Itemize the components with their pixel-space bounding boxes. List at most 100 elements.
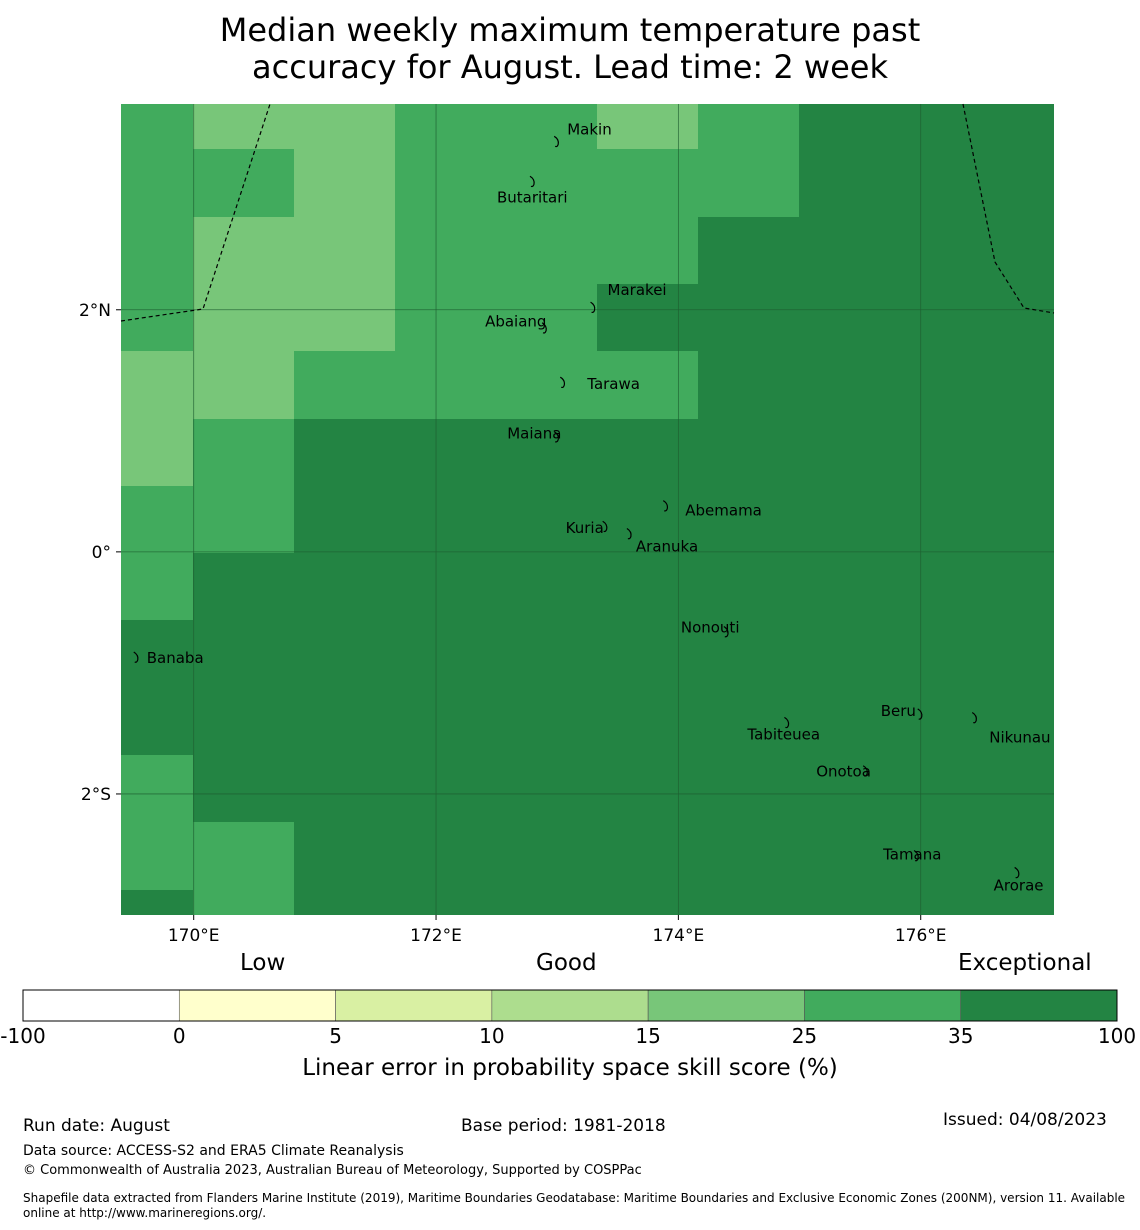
- lat-tick-label: 2°S: [81, 785, 111, 805]
- island-label: Nikunau: [989, 728, 1050, 746]
- grid-cell: [698, 104, 799, 149]
- map-title: Median weekly maximum temperature past a…: [0, 12, 1140, 86]
- grid-cell: [294, 486, 1054, 553]
- colorbar-tick-label: 10: [479, 1024, 505, 1048]
- grid-cell: [193, 419, 294, 486]
- island-label: Butaritari: [497, 188, 568, 206]
- island-outline: [553, 135, 559, 148]
- grid-cell: [121, 822, 193, 890]
- colorbar-segment: [178, 989, 336, 1022]
- island-label: Abaiang: [485, 313, 546, 331]
- grid-cell: [121, 755, 193, 822]
- grid-cell: [193, 553, 1054, 620]
- island-label: Arorae: [994, 876, 1044, 894]
- island-outline: [917, 708, 923, 720]
- grid-cell: [121, 351, 193, 419]
- grid-cell: [193, 620, 1054, 755]
- lat-tick-label: 0°: [92, 543, 111, 563]
- eez-line: [120, 103, 271, 322]
- island-outline: [662, 500, 669, 512]
- island-label: Makin: [567, 120, 612, 138]
- island-outline: [529, 175, 535, 188]
- grid-cell: [121, 284, 193, 351]
- island-outline: [602, 520, 608, 533]
- grid-cell: [294, 890, 1054, 915]
- island-outline: [971, 711, 977, 724]
- colorbar-tick-label: 35: [947, 1024, 974, 1048]
- island-label: Abemama: [685, 502, 762, 520]
- grid-cell: [597, 284, 1054, 351]
- colorbar-segment: [960, 989, 1118, 1022]
- island-label: Nonouti: [681, 619, 740, 637]
- grid-cell: [121, 553, 193, 620]
- island-outline: [784, 716, 790, 729]
- colorbar-segment: [22, 989, 180, 1022]
- colorbar-segment: [491, 989, 649, 1022]
- legend-low-label: Low: [240, 950, 286, 976]
- island-label: Tarawa: [586, 375, 640, 393]
- skill-grid: [121, 104, 1054, 915]
- island-label: Tabiteuea: [746, 725, 820, 743]
- grid-cell: [121, 149, 193, 217]
- lon-tick-label: 170°E: [168, 926, 220, 946]
- grid-cell: [121, 620, 193, 755]
- copyright: © Commonwealth of Australia 2023, Austra…: [23, 1163, 642, 1178]
- grid-cell: [294, 149, 395, 217]
- grid-cell: [294, 822, 1054, 890]
- island-label: Onotoa: [816, 763, 871, 781]
- colorbar-title: Linear error in probability space skill …: [302, 1055, 838, 1081]
- eez-boundary: [120, 103, 1055, 322]
- grid-cell: [193, 755, 1054, 822]
- island-label: Aranuka: [636, 537, 698, 555]
- title-line-1: Median weekly maximum temperature past: [219, 11, 921, 49]
- grid-cell: [193, 890, 294, 915]
- island-outline: [133, 651, 139, 663]
- colorbar-tick-label: 25: [791, 1024, 818, 1048]
- colorbar-tick-label: 15: [635, 1024, 661, 1048]
- island-layer: Makin Butaritari Marakei Abaiang Tarawa Maian…: [133, 120, 1051, 894]
- grid-cell: [395, 284, 597, 351]
- graticule: [121, 104, 1054, 915]
- island-outline: [590, 301, 596, 313]
- grid-cell: [193, 822, 294, 890]
- data-source: Data source: ACCESS-S2 and ERA5 Climate …: [23, 1143, 404, 1159]
- colorbar-tick-label: -100: [0, 1024, 46, 1048]
- island-outline: [862, 765, 868, 777]
- grid-cell: [121, 419, 193, 486]
- island-label: Maiana: [507, 425, 561, 443]
- eez-line: [962, 103, 1055, 314]
- island-outline: [553, 431, 559, 443]
- island-outline: [626, 527, 632, 540]
- title-line-2: accuracy for August. Lead time: 2 week: [252, 48, 888, 86]
- grid-cell: [294, 351, 698, 419]
- island-label: Beru: [881, 702, 916, 720]
- colorbar-tick-label: 0: [172, 1024, 186, 1048]
- issued-date: Issued: 04/08/2023: [943, 1110, 1107, 1130]
- island-label: Banaba: [147, 649, 204, 667]
- legend-good-label: Good: [536, 950, 597, 976]
- grid-cell: [193, 149, 294, 217]
- island-label: Tamana: [882, 845, 941, 863]
- grid-cell: [698, 351, 1054, 419]
- grid-cell: [121, 104, 193, 149]
- grid-cell: [193, 351, 294, 419]
- colorbar-tick-label: 100: [1097, 1024, 1137, 1048]
- island-label: Kuria: [566, 519, 604, 537]
- colorbar-tick-label: 5: [329, 1024, 342, 1048]
- grid-cell: [193, 486, 294, 553]
- map-axes: 170°E 172°E 174°E 176°E 2°N 0° 2°S: [79, 301, 947, 946]
- island-outline: [723, 626, 729, 638]
- lat-tick-label: 2°N: [79, 301, 111, 321]
- grid-cell: [597, 104, 698, 149]
- shapefile-credit: Shapefile data extracted from Flanders M…: [23, 1191, 1126, 1220]
- base-period: Base period: 1981-2018: [461, 1116, 666, 1136]
- island-label: Marakei: [608, 281, 667, 299]
- grid-cell: [799, 104, 1054, 149]
- grid-cell: [799, 149, 1054, 217]
- island-outline: [541, 322, 547, 334]
- run-date: Run date: August: [23, 1116, 170, 1136]
- legend-exceptional-label: Exceptional: [958, 950, 1092, 976]
- lon-tick-label: 174°E: [653, 926, 705, 946]
- colorbar-segment: [804, 989, 962, 1022]
